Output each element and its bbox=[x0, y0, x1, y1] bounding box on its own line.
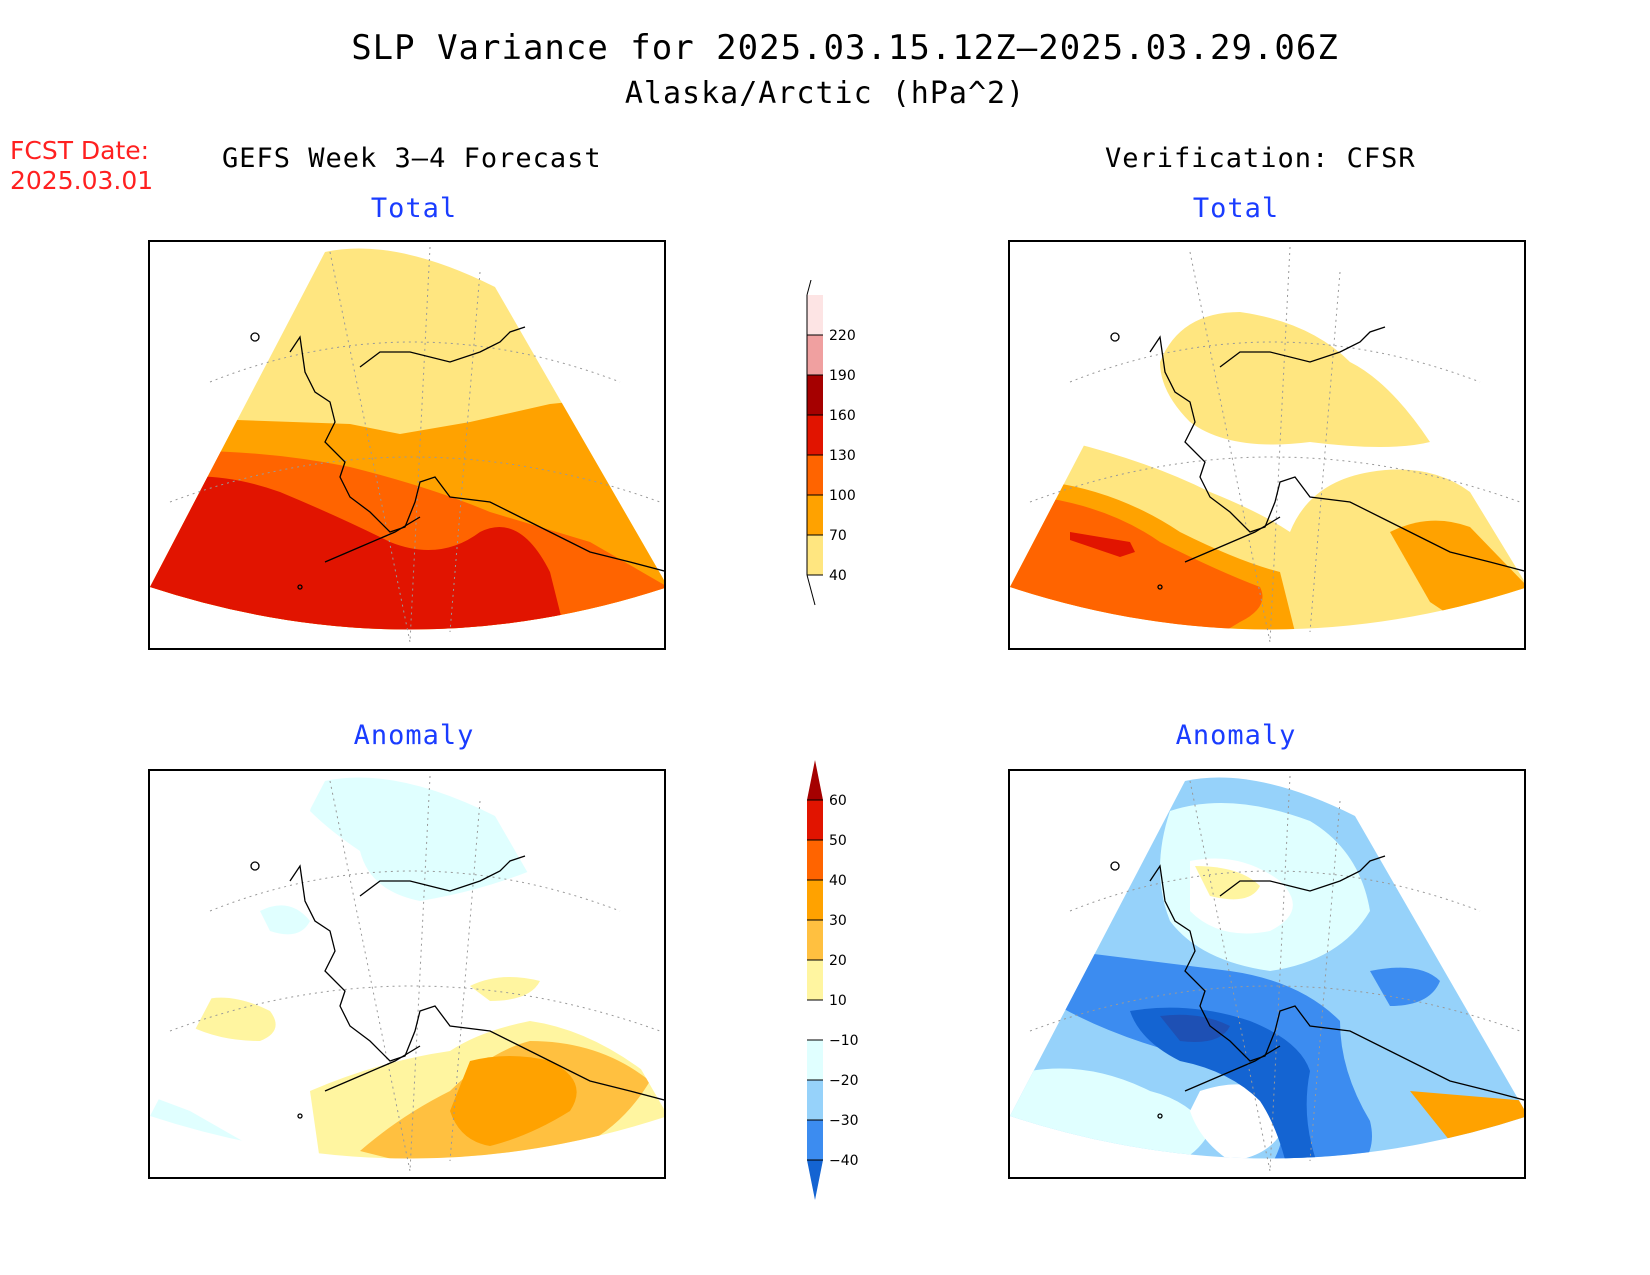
colorbar-tick-label: −20 bbox=[829, 1073, 859, 1089]
colorbar-tick-label: 50 bbox=[829, 833, 847, 849]
colorbar-swatch bbox=[807, 535, 823, 575]
colorbar-tick-label: 130 bbox=[829, 448, 856, 464]
colorbar-swatch bbox=[807, 375, 823, 415]
colorbar-tick-label: −10 bbox=[829, 1033, 859, 1049]
colorbar-swatch bbox=[807, 295, 823, 335]
total-colorbar: 40 70 100 130 160 190 220 bbox=[795, 264, 895, 610]
colorbar-swatch bbox=[807, 1080, 823, 1120]
forecast-anomaly-map bbox=[148, 769, 666, 1179]
colorbar-tick-label: 20 bbox=[829, 953, 847, 969]
colorbar-swatch bbox=[807, 455, 823, 495]
forecast-column-header: GEFS Week 3–4 Forecast bbox=[222, 143, 602, 174]
colorbar-swatch bbox=[807, 880, 823, 920]
colorbar-bottom-end bbox=[806, 574, 816, 606]
forecast-date-value: 2025.03.01 bbox=[10, 166, 154, 195]
colorbar-swatch bbox=[807, 1120, 823, 1160]
figure-subtitle: Alaska/Arctic (hPa^2) bbox=[624, 76, 1026, 111]
colorbar-tick-label: 40 bbox=[829, 873, 847, 889]
colorbar-tick-label: 100 bbox=[829, 488, 856, 504]
forecast-date: FCST Date: 2025.03.01 bbox=[10, 136, 153, 196]
colorbar-swatch bbox=[807, 920, 823, 960]
verification-column-header: Verification: CFSR bbox=[1105, 143, 1416, 174]
colorbar-swatch bbox=[807, 495, 823, 535]
colorbar-tick-label: 60 bbox=[829, 793, 847, 809]
colorbar-swatch bbox=[807, 960, 823, 1000]
colorbar-tick-label: 30 bbox=[829, 913, 847, 929]
verification-total-map bbox=[1008, 240, 1526, 650]
colorbar-tick-label: −40 bbox=[829, 1153, 859, 1169]
forecast-anomaly-title: Anomaly bbox=[353, 720, 475, 751]
colorbar-tick-label: 220 bbox=[829, 328, 856, 344]
verification-anomaly-map bbox=[1008, 769, 1526, 1179]
forecast-total-title: Total bbox=[370, 193, 458, 224]
colorbar-tick-label: 160 bbox=[829, 408, 856, 424]
colorbar-tick-label: 10 bbox=[829, 993, 847, 1009]
colorbar-arrow-bottom bbox=[807, 1160, 823, 1200]
colorbar-swatch bbox=[807, 335, 823, 375]
forecast-date-label: FCST Date: bbox=[10, 136, 150, 165]
anomaly-colorbar: 60 50 40 30 20 10 −10 −20 −30 −40 bbox=[795, 750, 895, 1200]
verification-anomaly-title: Anomaly bbox=[1175, 720, 1297, 751]
figure-title: SLP Variance for 2025.03.15.12Z–2025.03.… bbox=[351, 28, 1339, 68]
colorbar-tick-label: 70 bbox=[829, 528, 847, 544]
colorbar-tick-label: −30 bbox=[829, 1113, 859, 1129]
colorbar-tick-label: 40 bbox=[829, 568, 847, 584]
colorbar-swatch bbox=[807, 840, 823, 880]
colorbar-arrow-top bbox=[807, 760, 823, 800]
colorbar-tick-label: 190 bbox=[829, 368, 856, 384]
verification-total-title: Total bbox=[1192, 193, 1280, 224]
colorbar-top-end bbox=[806, 264, 816, 296]
colorbar-swatch bbox=[807, 415, 823, 455]
colorbar-swatch bbox=[807, 1000, 823, 1040]
colorbar-swatch bbox=[807, 1040, 823, 1080]
forecast-total-map bbox=[148, 240, 666, 650]
colorbar-swatch bbox=[807, 800, 823, 840]
